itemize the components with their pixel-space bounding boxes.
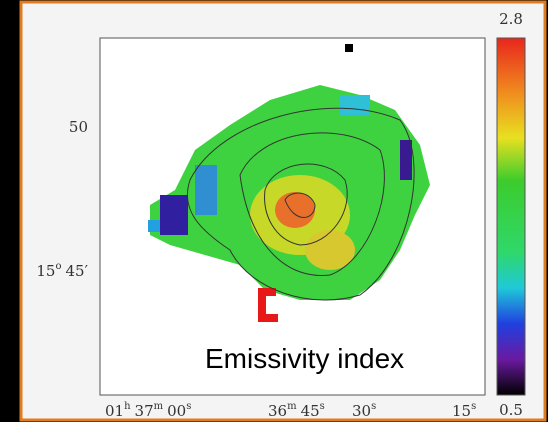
tick-sup: s	[371, 401, 376, 412]
tick-part: 01	[105, 402, 124, 420]
tick-part: 00	[167, 402, 186, 420]
y-tick-label: 50	[69, 118, 88, 136]
map-region	[160, 195, 188, 235]
tick-part: 36	[268, 402, 287, 420]
colorbar-min: 0.5	[499, 401, 523, 419]
tick-part: 37	[135, 402, 154, 420]
tick-sup: s	[186, 401, 191, 412]
tick-part: 50	[69, 118, 88, 136]
map-region	[148, 220, 160, 232]
tick-part: 45	[301, 402, 320, 420]
colorbar-max: 2.8	[499, 10, 523, 28]
tick-part: 45′	[66, 262, 89, 280]
map-region	[195, 165, 217, 215]
colorbar	[497, 38, 525, 395]
tick-sup: m	[287, 401, 297, 412]
map-region	[275, 192, 315, 228]
figure: 2.8 0.5 50 15o45′ 01h37m00s36m45s30s15s …	[0, 0, 548, 422]
tick-sup: m	[154, 401, 164, 412]
tick-part: 30	[352, 402, 371, 420]
map-region	[400, 140, 412, 180]
tick-sup: h	[124, 401, 131, 412]
tick-part: 15	[36, 262, 55, 280]
tick-sup: o	[55, 261, 61, 272]
tick-part: 15	[452, 402, 471, 420]
annotation: Emissivity index	[205, 343, 404, 374]
tick-sup: s	[471, 401, 476, 412]
map-region	[340, 95, 370, 115]
tick-sup: s	[320, 401, 325, 412]
map-pixel	[345, 44, 353, 52]
